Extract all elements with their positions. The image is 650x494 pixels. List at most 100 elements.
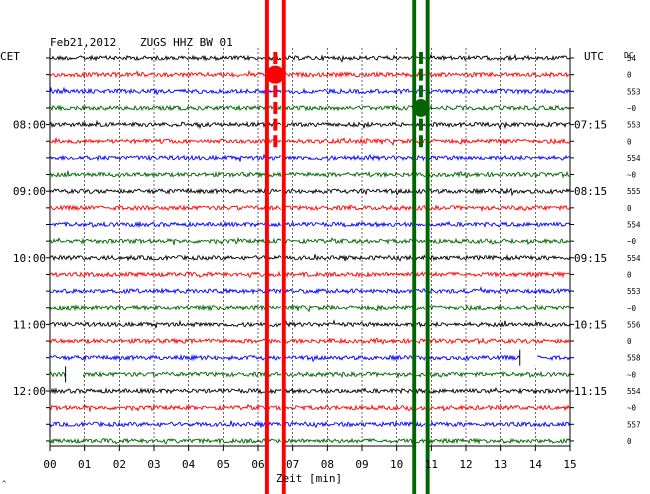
event-trace-segment	[415, 405, 426, 411]
event-trace-segment	[415, 239, 426, 244]
gap-layer	[65, 349, 538, 383]
event-trace-segment	[268, 421, 282, 427]
event-trace-segment	[415, 254, 426, 261]
event-arrival-spike	[273, 135, 278, 148]
event-trace-segment	[268, 371, 282, 378]
dc-value-label: 557	[627, 420, 641, 429]
x-tick-label: 15	[563, 458, 576, 471]
event-trace-segment	[416, 372, 426, 378]
corner-mark-icon: ^	[2, 480, 6, 488]
left-time-labels: 08:00 09:00 10:00 11:00 12:00	[13, 119, 46, 398]
seismic-trace-16	[49, 303, 571, 313]
grid	[46, 48, 574, 451]
data-gap	[65, 366, 83, 383]
seismic-trace-10	[49, 204, 571, 213]
event-trace-segment	[416, 204, 426, 211]
event-trace-segment	[268, 255, 282, 260]
event-arrival-spike	[273, 118, 278, 131]
right-time-label: 07:15	[574, 119, 607, 132]
event-arrival-spike	[418, 68, 423, 81]
seismic-trace-14	[49, 270, 571, 279]
dc-value-label: 555	[627, 187, 641, 196]
seismic-trace-23	[49, 420, 571, 429]
event-trace-segment	[268, 188, 282, 194]
event-trace-segment	[268, 221, 282, 228]
event-arrival-spike	[273, 101, 278, 114]
event-marker-gap	[416, 0, 426, 494]
dc-value-label: 554	[627, 154, 641, 163]
dc-value-label: 0	[627, 437, 632, 446]
x-tick-label: 01	[78, 458, 91, 471]
seismic-trace-6	[49, 136, 571, 147]
seismic-trace-5	[49, 119, 571, 130]
event-arrival-spike	[273, 85, 278, 98]
dc-value-labels: 54 0 553 ~0 553 0 554 ~0 555 0 554 ~0 554 0 553 ~0 556 0 5…	[627, 54, 641, 446]
event-trace-segment	[415, 188, 426, 194]
event-trace-segment	[415, 438, 426, 444]
seismic-trace-3	[49, 86, 571, 96]
seismic-trace-20	[49, 370, 571, 379]
event-trace-segment	[415, 271, 426, 277]
event-trace-segment	[415, 172, 426, 178]
event-trace-segment	[268, 288, 282, 294]
seismic-trace-17	[49, 319, 571, 329]
event-trace-segment	[268, 270, 281, 277]
event-arrival-spike	[273, 68, 278, 81]
dc-value-label: 54	[627, 54, 637, 63]
event-trace-segment	[415, 421, 426, 428]
event-trace-segment	[268, 354, 282, 361]
trace-layer	[49, 53, 571, 445]
dc-value-label: 0	[627, 204, 632, 213]
x-tick-label: 11	[425, 458, 438, 471]
event-trace-segment	[268, 171, 282, 178]
dc-value-label: ~0	[627, 304, 637, 313]
seismic-trace-21	[49, 386, 571, 395]
event-trace-segment	[268, 305, 282, 310]
dc-value-label: ~0	[627, 404, 637, 413]
dc-value-label: 0	[627, 337, 632, 346]
x-tick-label: 08	[321, 458, 334, 471]
dc-value-label: ~0	[627, 370, 637, 379]
x-axis-label: Zeit [min]	[276, 472, 342, 485]
event-trace-segment	[268, 205, 282, 211]
event-marker-line	[412, 0, 417, 494]
right-time-label: 09:15	[574, 252, 607, 265]
event-marker-line	[281, 0, 286, 494]
seismic-trace-2	[49, 69, 571, 79]
left-time-label: 12:00	[13, 385, 46, 398]
event-markers	[264, 0, 430, 494]
event-trace-segment	[268, 405, 282, 411]
left-time-label: 09:00	[13, 185, 46, 198]
event-trace-segment	[416, 338, 426, 344]
event-trace-segment	[268, 155, 282, 161]
seismic-trace-11	[49, 220, 571, 229]
seismic-trace-18	[49, 337, 571, 346]
right-time-label: 11:15	[574, 385, 607, 398]
event-trace-segment	[268, 388, 282, 395]
event-trace-segment	[416, 154, 426, 162]
event-arrival-spike	[418, 101, 423, 114]
x-tick-label: 04	[182, 458, 196, 471]
event-trace-segment	[268, 323, 282, 328]
event-trace-segment	[416, 321, 426, 328]
x-tick-label: 00	[43, 458, 56, 471]
event-arrival-spike	[273, 52, 278, 64]
seismic-trace-13	[49, 254, 571, 262]
right-timezone-label: UTC	[584, 50, 604, 63]
x-tick-label: 07	[286, 458, 299, 471]
x-tick-label: 05	[217, 458, 230, 471]
dc-value-label: 0	[627, 137, 632, 146]
x-tick-label: 09	[355, 458, 368, 471]
event-marker-line	[264, 0, 269, 494]
dc-value-label: 0	[627, 71, 632, 80]
event-trace-segment	[416, 223, 426, 227]
dc-value-label: 553	[627, 87, 641, 96]
event-trace-segment	[416, 355, 426, 361]
dc-value-label: 558	[627, 354, 641, 363]
seismic-trace-19	[49, 353, 571, 364]
event-marker-line	[425, 0, 430, 494]
event-arrival-spike	[418, 85, 423, 98]
event-trace-segment	[416, 306, 426, 311]
x-tick-label: 10	[390, 458, 403, 471]
